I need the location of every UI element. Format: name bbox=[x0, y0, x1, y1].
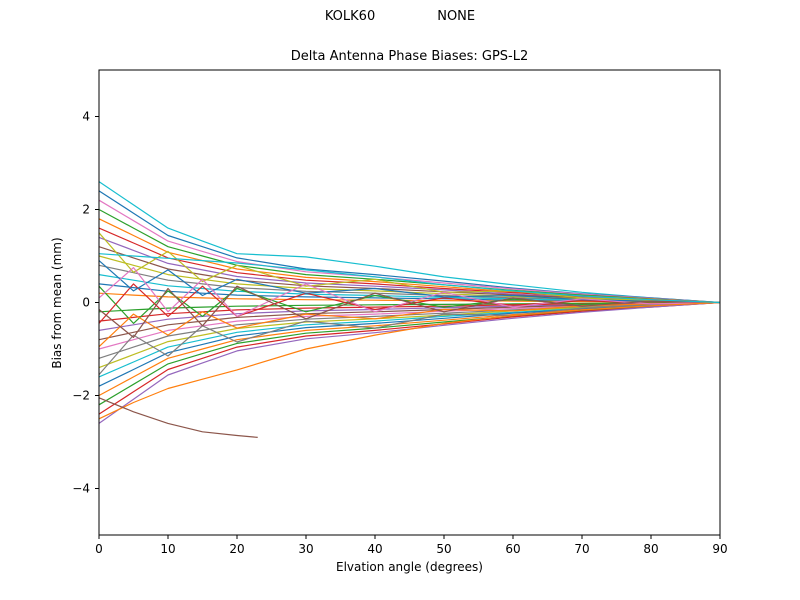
x-tick-label: 30 bbox=[298, 542, 313, 556]
series-line-s06 bbox=[98, 227, 721, 304]
series-line-s31 bbox=[98, 232, 721, 304]
x-tick-label: 60 bbox=[505, 542, 520, 556]
x-tick-label: 50 bbox=[436, 542, 451, 556]
radome-label: NONE bbox=[437, 9, 476, 24]
x-tick-label: 40 bbox=[367, 542, 382, 556]
figure-suptitle: KOLK60 NONE bbox=[0, 9, 800, 24]
y-tick-label: 4 bbox=[82, 110, 90, 124]
x-tick-label: 20 bbox=[229, 542, 244, 556]
station-id: KOLK60 bbox=[324, 9, 376, 24]
series-line-s24 bbox=[98, 301, 721, 406]
x-axis-label: Elvation angle (degrees) bbox=[336, 560, 483, 574]
x-tick-label: 10 bbox=[160, 542, 175, 556]
series-line-s01 bbox=[98, 181, 721, 304]
y-tick-label: −4 bbox=[72, 482, 90, 496]
series-line-s04 bbox=[98, 208, 721, 304]
series-line-s35 bbox=[98, 301, 721, 420]
y-tick-label: 2 bbox=[82, 203, 90, 217]
series-line-s25 bbox=[98, 301, 721, 415]
series-line-s32 bbox=[98, 301, 721, 375]
series-line-s34 bbox=[98, 285, 721, 338]
x-tick-label: 80 bbox=[643, 542, 658, 556]
series-line-s36 bbox=[98, 253, 721, 304]
x-tick-label: 0 bbox=[95, 542, 103, 556]
series-line-s28 bbox=[98, 283, 721, 324]
series-line-s33 bbox=[98, 267, 721, 317]
series-line-s37 bbox=[98, 397, 258, 438]
x-tick-label: 90 bbox=[712, 542, 727, 556]
series-line-s26 bbox=[98, 301, 721, 424]
series-line-s03 bbox=[98, 199, 721, 304]
y-tick-label: −2 bbox=[72, 389, 90, 403]
series-line-s22 bbox=[98, 301, 721, 387]
y-tick-label: 0 bbox=[82, 296, 90, 310]
x-tick-label: 70 bbox=[574, 542, 589, 556]
chart-title: Delta Antenna Phase Biases: GPS-L2 bbox=[290, 49, 529, 64]
